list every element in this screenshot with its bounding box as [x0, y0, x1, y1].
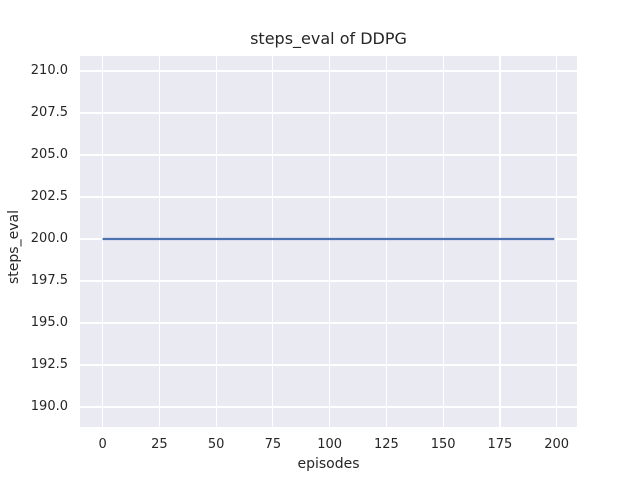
x-tick-label: 75 [264, 437, 282, 452]
y-gridline [80, 196, 577, 198]
x-tick-label: 100 [317, 437, 343, 452]
y-gridline [80, 112, 577, 114]
y-tick-label: 200.0 [30, 230, 68, 246]
x-tick-label: 0 [98, 437, 107, 452]
x-gridline [272, 56, 274, 427]
x-gridline [329, 56, 331, 427]
y-gridline [80, 280, 577, 282]
x-tick-label: 125 [373, 437, 399, 452]
y-tick-label: 205.0 [30, 146, 68, 162]
x-tick-label: 175 [487, 437, 513, 452]
chart-title: steps_eval of DDPG [250, 29, 407, 48]
x-axis-label: episodes [297, 456, 360, 472]
y-gridline [80, 322, 577, 324]
x-gridline [442, 56, 444, 427]
y-tick-label: 210.0 [30, 62, 68, 78]
data-series-layer [102, 237, 555, 241]
x-tick-label: 25 [151, 437, 168, 452]
y-tick-label: 192.5 [30, 356, 68, 372]
y-tick-label: 207.5 [30, 104, 68, 120]
y-tick-label: 197.5 [30, 272, 68, 288]
x-tick-label: 200 [544, 437, 570, 452]
x-gridline [556, 56, 558, 427]
x-tick-label: 150 [430, 437, 456, 452]
x-gridline [158, 56, 160, 427]
x-gridline [385, 56, 387, 427]
x-gridline [215, 56, 217, 427]
x-tick-label: 50 [207, 437, 225, 452]
plot-area [80, 56, 577, 427]
y-gridline [80, 154, 577, 156]
y-tick-label: 195.0 [30, 314, 68, 330]
y-gridline [80, 364, 577, 366]
x-gridline [499, 56, 501, 427]
y-gridline [80, 406, 577, 408]
y-tick-label: 202.5 [30, 188, 68, 204]
x-gridline [101, 56, 104, 427]
y-tick-label: 190.0 [30, 399, 68, 414]
y-gridline [80, 70, 577, 72]
